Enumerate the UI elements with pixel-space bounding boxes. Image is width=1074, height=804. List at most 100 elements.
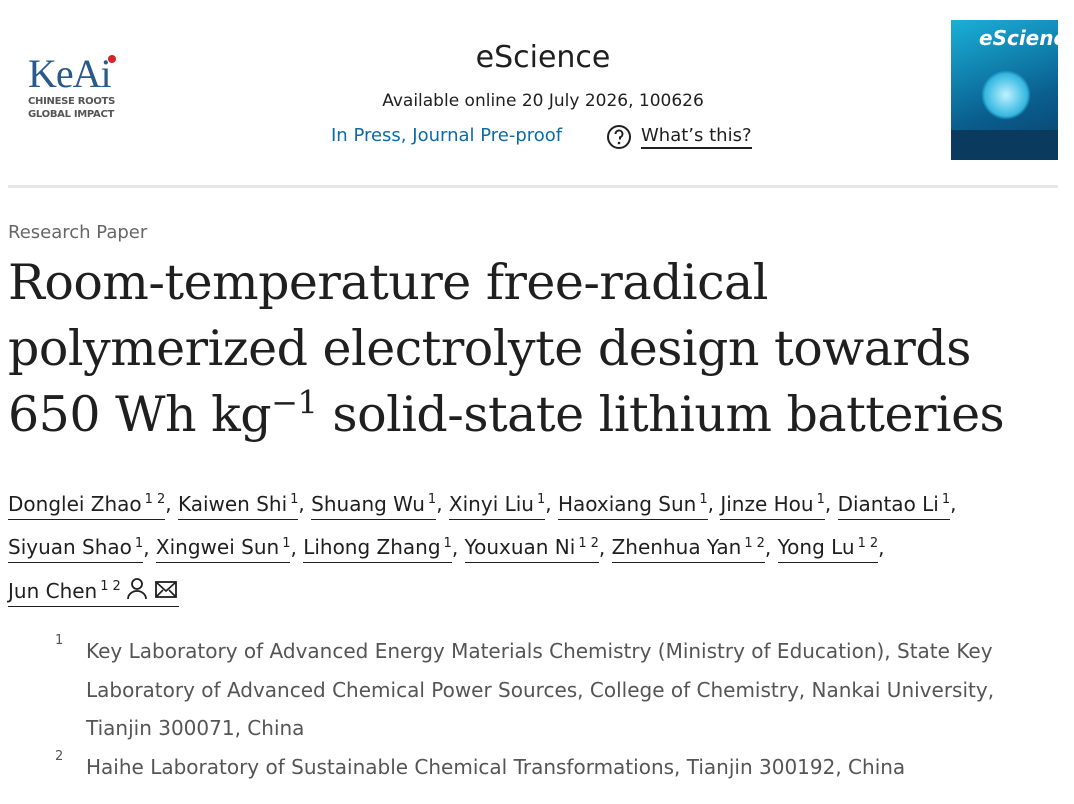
affiliation-ref: 2 [112,579,121,595]
author-name: Siyuan Shao [8,535,132,560]
author-affiliation-refs: 1 [537,492,545,507]
author-separator: , [545,491,552,516]
author-separator: , [290,535,297,560]
author-name: Haoxiang Sun [557,491,697,516]
author-affiliation-refs: 1 [135,536,143,551]
author-name: Xingwei Sun [155,535,280,560]
author-link[interactable]: Donglei Zhao 1 2 [8,491,166,520]
author-separator: , [707,491,714,516]
author-link[interactable]: Yong Lu 1 2 [777,535,879,564]
logo-name[interactable]: KeAi [28,51,112,96]
affiliation-ref: 1 [536,492,546,507]
author-name: Kaiwen Shi [177,491,288,516]
author-separator: , [824,491,832,516]
author-name: Jinze Hou [720,491,814,516]
affiliation-ref: 1 [941,492,951,507]
help-icon[interactable] [606,124,632,150]
author-name: Diantao Li [837,491,939,516]
author-separator: , [165,491,172,516]
title-text: Room-temperature free-radical polymerize… [8,254,971,443]
author-name: Jun Chen [8,578,98,603]
cover-art [981,70,1031,120]
author-link[interactable]: Diantao Li 1 [837,491,951,520]
logo-dot [108,55,116,63]
affiliation-ref: 1 [816,492,825,507]
author-name: Zhenhua Yan [611,535,742,560]
author-list: Donglei Zhao 1 2, Kaiwen Shi 1, Shuang Wu 1,… [8,480,1053,611]
author-separator: , [764,535,772,560]
logo-tagline: GLOBAL IMPACT [28,109,115,120]
author-link[interactable]: Lihong Zhang 1 [303,535,452,564]
author-separator: , [143,535,150,560]
affiliation-text: Haihe Laboratory of Sustainable Chemical… [86,754,906,779]
author-name: Xinyi Liu [448,491,534,516]
author-link[interactable]: Siyuan Shao 1 [8,535,144,564]
author-name: Donglei Zhao [8,491,142,516]
availability: Available online 20 July 2026, 100626 [382,91,704,111]
affiliation-ref: 1 [443,535,452,551]
author-separator: , [598,535,606,560]
author-link[interactable]: Youxuan Ni 1 2 [464,535,599,564]
author-affiliation-refs: 1 [699,492,707,507]
author-name: Yong Lu [777,535,855,560]
affiliation-ref: 1 [290,492,299,507]
author-affiliation-refs: 1 [290,492,298,507]
author-affiliation-refs: 1 [942,492,950,507]
affiliation-ref: 1 [857,535,866,551]
status-link[interactable]: In Press, Journal Pre-proof [331,125,563,146]
author-icons[interactable] [126,578,179,600]
author-name: Lihong Zhang [303,535,441,560]
affiliation-ref: 1 [282,535,291,551]
author-name: Shuang Wu [311,491,425,516]
cover-art [951,130,1058,160]
author-affiliation-refs: 1 [444,536,452,551]
journal-cover[interactable]: eScience [951,20,1058,160]
affiliation: 1 Key Laboratory of Advanced Energy Mater… [55,632,1055,748]
author-affiliation-refs: 1 [282,536,290,551]
author-link[interactable]: Zhenhua Yan 1 2 [611,535,765,564]
affiliation-ref: 1 [427,492,437,507]
author-link[interactable]: Jun Chen 1 2 [8,578,179,607]
author-separator: , [878,535,885,560]
title-superscript: −1 [271,383,318,422]
author-link[interactable]: Xingwei Sun 1 [155,535,291,564]
logo-tagline: CHINESE ROOTS [28,96,115,107]
help-link[interactable]: What’s this? [641,125,752,149]
author-separator: , [451,535,459,560]
affiliation-ref: 1 [100,579,109,595]
author-separator: , [950,491,957,516]
title-text: solid-state lithium batteries [317,386,1005,443]
affiliation-marker: 2 [55,748,64,764]
author-link[interactable]: Haoxiang Sun 1 [557,491,708,520]
author-separator: , [436,491,443,516]
affiliation-list: 1 Key Laboratory of Advanced Energy Mater… [55,632,1055,786]
author-affiliation-refs: 1 [428,492,436,507]
divider [8,185,1058,188]
affiliation-ref: 1 [578,535,587,551]
author-link[interactable]: Jinze Hou 1 [720,491,825,520]
journal-title[interactable]: eScience [475,40,611,75]
affiliation-ref: 1 [134,535,144,551]
affiliation: 2 Haihe Laboratory of Sustainable Chemica… [55,748,1055,787]
article-type: Research Paper [8,222,148,243]
affiliation-ref: 2 [590,535,599,551]
author-separator: , [298,491,305,516]
author-link[interactable]: Kaiwen Shi 1 [177,491,299,520]
affiliation-text: Key Laboratory of Advanced Energy Materi… [86,639,995,740]
author-affiliation-refs: 1 [817,492,825,507]
author-link[interactable]: Xinyi Liu 1 [448,491,546,520]
affiliation-ref: 1 [144,492,153,507]
affiliation-ref: 2 [156,492,166,507]
affiliation-ref: 2 [756,535,765,551]
author-link[interactable]: Shuang Wu 1 [311,491,437,520]
article-title: Room-temperature free-radical polymerize… [8,250,1068,448]
author-name: Youxuan Ni [464,535,576,560]
affiliation-ref: 2 [869,535,879,551]
affiliation-marker: 1 [55,633,64,648]
